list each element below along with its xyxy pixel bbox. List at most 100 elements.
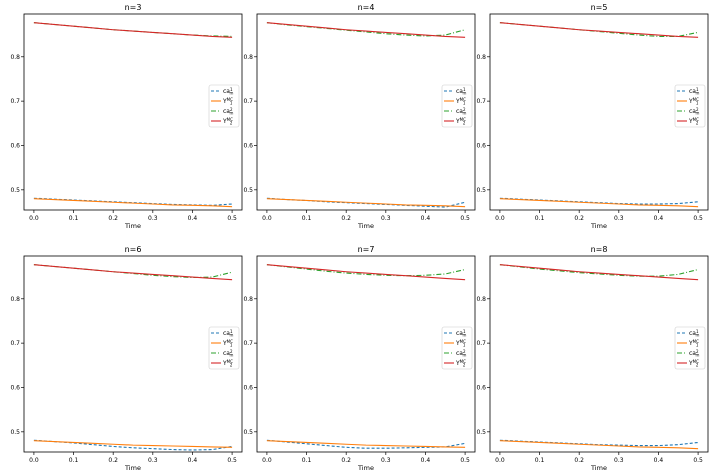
legend-label-sub: 2 [696, 121, 699, 126]
series-line-2 [499, 440, 699, 450]
x-tick-label: 0.3 [381, 215, 391, 222]
series-line-2 [33, 440, 233, 448]
x-tick-label: 0.3 [148, 215, 158, 222]
legend-label-3: ca2 m [223, 107, 234, 116]
legend-label-1: ca1 m [223, 87, 234, 96]
legend-label-sup: MC [460, 117, 466, 122]
legend-label-sub: 1 [230, 101, 233, 106]
y-tick-label: 0.6 [243, 142, 253, 149]
legend-label-sup: MC [693, 359, 699, 364]
series-line-4 [266, 264, 466, 281]
legend-label-sub: 2 [463, 121, 466, 126]
series-line-3 [33, 264, 233, 279]
legend-label-3: ca2 m [689, 107, 700, 116]
x-tick-label: 0.1 [535, 457, 545, 464]
subplot: n=40.0 0.1 0.2 0.3 0.4 0.50.50.60.70.8Timeca1… [243, 3, 476, 230]
x-tick-label: 0.2 [574, 457, 584, 464]
legend-label-main: ca [223, 330, 230, 337]
legend-label-main: Y [688, 360, 693, 367]
legend-label-main: ca [689, 108, 696, 115]
legend-label-main: Y [688, 118, 693, 125]
legend-label-sup: 1 [696, 87, 699, 92]
legend-label-main: ca [456, 350, 463, 357]
legend-label-main: Y [222, 98, 227, 105]
x-axis-label: Time [357, 222, 374, 230]
legend-label-main: ca [689, 330, 696, 337]
x-tick-label: 0.1 [69, 215, 79, 222]
legend-label-4: YMC 2 [688, 117, 699, 126]
x-tick-label: 0.4 [188, 457, 198, 464]
legend-label-sup: MC [460, 339, 466, 344]
subplot-title: n=4 [358, 3, 375, 12]
legend-label-sub: 1 [463, 343, 466, 348]
legend-box [441, 326, 473, 370]
legend-label-sup: MC [693, 339, 699, 344]
legend-label-1: ca1 m [223, 329, 234, 338]
subplot-title: n=8 [591, 245, 608, 254]
x-tick-label: 0.3 [614, 215, 624, 222]
legend-label-sup: 2 [463, 349, 466, 354]
y-tick-label: 0.7 [476, 98, 486, 105]
legend-label-main: ca [456, 330, 463, 337]
x-tick-label: 0.1 [302, 215, 312, 222]
legend-label-sup: 1 [463, 87, 466, 92]
series-line-3 [33, 22, 233, 37]
series-line-4 [499, 264, 699, 281]
legend-label-sup: 2 [463, 107, 466, 112]
y-tick-label: 0.7 [10, 340, 20, 347]
legend-label-sub: m [230, 353, 234, 358]
x-tick-label: 0.0 [29, 457, 39, 464]
series-line-1 [499, 197, 699, 205]
y-tick-label: 0.5 [10, 429, 20, 436]
x-tick-label: 0.4 [188, 215, 198, 222]
axes-frame [23, 255, 243, 453]
y-tick-label: 0.7 [243, 98, 253, 105]
legend-label-4: YMC 2 [455, 359, 466, 368]
y-tick-label: 0.5 [476, 187, 486, 194]
legend-label-sup: MC [460, 359, 466, 364]
x-tick-label: 0.3 [614, 457, 624, 464]
legend-label-sub: 2 [696, 363, 699, 368]
subplot: n=50.0 0.1 0.2 0.3 0.4 0.50.50.60.70.8Timeca1… [476, 3, 709, 230]
legend-label-sub: m [696, 353, 700, 358]
x-tick-label: 0.4 [421, 457, 431, 464]
x-axis-label: Time [124, 464, 141, 472]
legend-label-sup: 1 [230, 87, 233, 92]
legend-label-main: Y [455, 360, 460, 367]
x-tick-label: 0.4 [421, 215, 431, 222]
legend-label-main: Y [688, 98, 693, 105]
legend-label-main: Y [688, 340, 693, 347]
legend-label-main: Y [222, 340, 227, 347]
legend-label-2: YMC 1 [222, 97, 233, 106]
x-tick-label: 0.2 [574, 215, 584, 222]
legend-label-main: Y [222, 360, 227, 367]
y-tick-label: 0.5 [243, 429, 253, 436]
legend-label-4: YMC 2 [688, 359, 699, 368]
series-line-1 [266, 197, 466, 208]
legend-label-main: ca [223, 108, 230, 115]
legend-label-3: ca2 m [223, 349, 234, 358]
legend-label-2: YMC 1 [688, 97, 699, 106]
legend-label-sup: MC [227, 97, 233, 102]
series-line-3 [499, 264, 699, 277]
series-line-1 [499, 439, 699, 447]
legend-label-sup: 2 [696, 349, 699, 354]
legend-label-sup: MC [693, 117, 699, 122]
subplot-title: n=3 [125, 3, 142, 12]
legend-label-sub: m [463, 91, 467, 96]
x-tick-label: 0.2 [341, 215, 351, 222]
series-line-3 [266, 22, 466, 37]
series-line-1 [266, 439, 466, 449]
legend-label-sub: m [696, 333, 700, 338]
series-line-4 [33, 264, 233, 281]
x-tick-label: 0.5 [227, 215, 237, 222]
series-line-2 [499, 198, 699, 208]
y-tick-label: 0.7 [10, 98, 20, 105]
legend-label-main: ca [689, 88, 696, 95]
legend-label-sub: m [463, 333, 467, 338]
legend-box [208, 84, 240, 128]
y-tick-label: 0.8 [476, 54, 486, 61]
